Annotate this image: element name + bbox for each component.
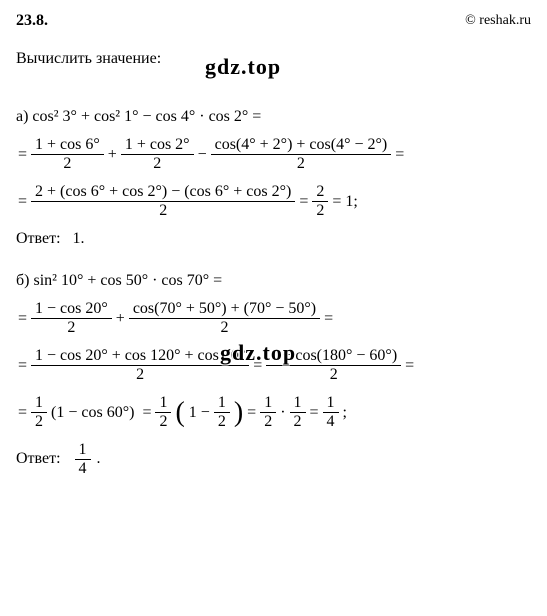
numerator: 2 + (cos 6° + cos 2°) − (cos 6° + cos 2°… bbox=[31, 183, 295, 202]
header: 23.8. © reshak.ru bbox=[16, 12, 531, 30]
result-value: 1; bbox=[345, 193, 357, 211]
answer-label: Ответ: bbox=[16, 230, 61, 247]
part-b-step1: = 1 − cos 20° 2 + cos(70° + 50°) + (70° … bbox=[16, 300, 531, 337]
numerator: 1 bbox=[260, 394, 276, 413]
numerator: 1 bbox=[75, 441, 91, 460]
part-b-answer: Ответ: 1 4 . bbox=[16, 441, 531, 478]
equals-sign: = bbox=[18, 404, 27, 422]
minus-sign: − bbox=[198, 146, 207, 164]
equals-sign: = bbox=[18, 310, 27, 328]
equals-sign: = bbox=[247, 404, 256, 422]
watermark-top: gdz.top bbox=[205, 54, 281, 80]
left-paren: ( bbox=[175, 397, 184, 429]
denominator: 2 bbox=[290, 413, 306, 431]
denominator: 2 bbox=[31, 155, 104, 173]
denominator: 2 bbox=[129, 319, 320, 337]
plus-sign: + bbox=[108, 146, 117, 164]
equals-sign: = bbox=[138, 404, 151, 422]
answer-label: Ответ: bbox=[16, 450, 61, 467]
watermark-bottom: gdz.top bbox=[220, 340, 296, 366]
denominator: 2 bbox=[211, 155, 392, 173]
denominator: 2 bbox=[121, 155, 194, 173]
denominator: 2 bbox=[31, 319, 112, 337]
copyright: © reshak.ru bbox=[465, 13, 531, 29]
numerator: cos(4° + 2°) + cos(4° − 2°) bbox=[211, 136, 392, 155]
denominator: 2 bbox=[31, 366, 249, 384]
fraction: 2 2 bbox=[312, 183, 328, 220]
part-b-step3: = 1 2 (1 − cos 60°) = 1 2 ( 1 − 1 2 ) = … bbox=[16, 394, 531, 431]
part-b-expression: б) sin² 10° + cos 50° · cos 70° = bbox=[16, 272, 531, 290]
numerator: 1 bbox=[290, 394, 306, 413]
equals-sign: = bbox=[18, 357, 27, 375]
denominator: 2 bbox=[312, 202, 328, 220]
equals-sign: = bbox=[18, 193, 27, 211]
denominator: 2 bbox=[266, 366, 401, 384]
right-paren: ) bbox=[234, 397, 243, 429]
denominator: 4 bbox=[323, 413, 339, 431]
numerator: 1 + cos 2° bbox=[121, 136, 194, 155]
plus-sign: + bbox=[116, 310, 125, 328]
fraction: 1 2 bbox=[290, 394, 306, 431]
fraction: 1 + cos 6° 2 bbox=[31, 136, 104, 173]
half-expression: (1 − cos 60°) bbox=[51, 404, 134, 422]
denominator: 2 bbox=[31, 413, 47, 431]
numerator: 1 bbox=[31, 394, 47, 413]
fraction: 2 + (cos 6° + cos 2°) − (cos 6° + cos 2°… bbox=[31, 183, 295, 220]
fraction: 1 − cos 20° + cos 120° + cos 20° 2 bbox=[31, 347, 249, 384]
fraction: 1 + cos 2° 2 bbox=[121, 136, 194, 173]
numerator: 1 bbox=[155, 394, 171, 413]
problem-number: 23.8. bbox=[16, 12, 48, 30]
answer-fraction: 1 4 bbox=[75, 441, 91, 478]
equals-sign: = bbox=[405, 357, 414, 375]
numerator: 1 + cos 6° bbox=[31, 136, 104, 155]
equals-sign: = bbox=[395, 146, 404, 164]
fraction: cos(70° + 50°) + (70° − 50°) 2 bbox=[129, 300, 320, 337]
fraction: 1 4 bbox=[323, 394, 339, 431]
part-a-expression: а) cos² 3° + cos² 1° − cos 4° · cos 2° = bbox=[16, 108, 531, 126]
numerator: 1 − cos 20° bbox=[31, 300, 112, 319]
fraction: 1 2 bbox=[260, 394, 276, 431]
period: . bbox=[97, 450, 101, 467]
denominator: 2 bbox=[214, 413, 230, 431]
fraction: 1 2 bbox=[155, 394, 171, 431]
denominator: 2 bbox=[31, 202, 295, 220]
equals-sign: = bbox=[310, 404, 319, 422]
equals-sign: = bbox=[332, 193, 341, 211]
equals-sign: = bbox=[299, 193, 308, 211]
part-a-answer: Ответ: 1. bbox=[16, 230, 531, 248]
part-a-step1: = 1 + cos 6° 2 + 1 + cos 2° 2 − cos(4° +… bbox=[16, 136, 531, 173]
numerator: cos(70° + 50°) + (70° − 50°) bbox=[129, 300, 320, 319]
denominator: 2 bbox=[155, 413, 171, 431]
semicolon: ; bbox=[343, 404, 347, 422]
fraction: 1 2 bbox=[31, 394, 47, 431]
numerator: 1 − cos 20° + cos 120° + cos 20° bbox=[31, 347, 249, 366]
fraction: 1 2 bbox=[214, 394, 230, 431]
equals-sign: = bbox=[324, 310, 333, 328]
numerator: 1 bbox=[323, 394, 339, 413]
numerator: 2 bbox=[312, 183, 328, 202]
one: 1 − bbox=[189, 404, 210, 422]
answer-value: 1. bbox=[73, 230, 85, 247]
numerator: 1 bbox=[214, 394, 230, 413]
fraction: cos(4° + 2°) + cos(4° − 2°) 2 bbox=[211, 136, 392, 173]
dot-sign: · bbox=[280, 404, 285, 422]
denominator: 2 bbox=[260, 413, 276, 431]
equals-sign: = bbox=[18, 146, 27, 164]
fraction: 1 − cos 20° 2 bbox=[31, 300, 112, 337]
denominator: 4 bbox=[75, 460, 91, 478]
part-a-step2: = 2 + (cos 6° + cos 2°) − (cos 6° + cos … bbox=[16, 183, 531, 220]
